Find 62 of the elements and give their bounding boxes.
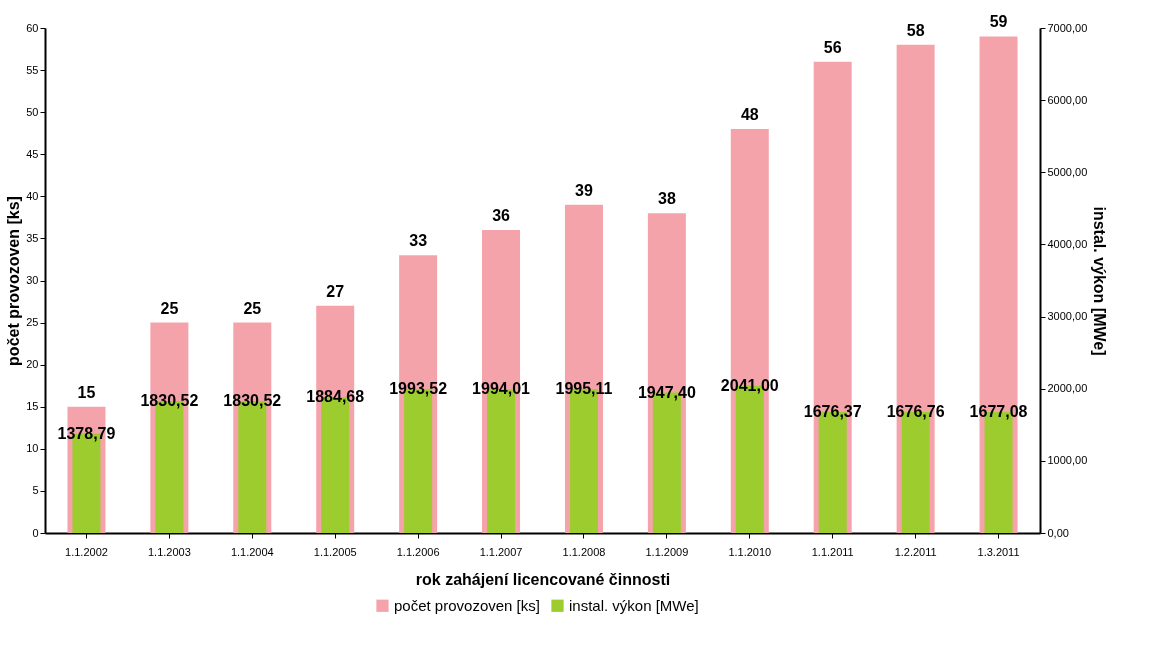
y-tick-label: 5 (32, 484, 39, 497)
data-label: 15 (77, 383, 96, 401)
data-label: 1884,68 (306, 388, 365, 406)
data-label: 1994,01 (472, 380, 531, 398)
data-label: 27 (326, 282, 345, 300)
data-label: 1947,40 (637, 383, 696, 401)
y2-tick-label: 6000,00 (1047, 93, 1088, 106)
x-tick-label: 1.1.2009 (645, 545, 689, 558)
y2-axis-title: instal. výkon [MWe] (1091, 206, 1109, 356)
x-tick-label: 1.3.2011 (977, 545, 1020, 558)
data-label: 58 (906, 21, 925, 39)
data-label: 1378,79 (57, 424, 116, 442)
data-label: 33 (409, 232, 428, 250)
data-label: 1995,11 (555, 380, 613, 398)
y-tick-label: 0 (32, 526, 39, 539)
y-tick-label: 35 (26, 231, 39, 244)
data-label: 48 (740, 106, 759, 123)
x-tick-label: 1.1.2003 (147, 545, 191, 558)
y-axis-title: počet provozoven [ks] (5, 196, 23, 366)
y-tick-label: 50 (26, 105, 39, 118)
data-label: 2041,00 (720, 376, 779, 394)
legend-label: instal. výkon [MWe] (569, 596, 699, 614)
x-tick-label: 1.1.2011 (811, 545, 854, 558)
y2-tick-label: 2000,00 (1047, 382, 1088, 395)
y2-tick-label: 5000,00 (1047, 165, 1088, 178)
y2-tick-label: 0,00 (1047, 526, 1069, 539)
y2-tick-label: 3000,00 (1047, 310, 1088, 323)
legend-label: počet provozoven [ks] (394, 596, 540, 614)
x-tick-label: 1.1.2008 (562, 545, 606, 558)
data-label: 25 (243, 299, 262, 317)
y2-tick-label: 4000,00 (1047, 237, 1088, 250)
y-tick-label: 55 (26, 63, 39, 76)
y2-tick-label: 1000,00 (1047, 454, 1088, 467)
x-axis-title: rok zahájení licencované činnosti (415, 570, 671, 588)
data-label: 38 (657, 190, 676, 208)
x-tick-label: 1.1.2006 (396, 545, 440, 558)
x-tick-label: 1.1.2005 (313, 545, 357, 558)
data-label: 1677,08 (969, 403, 1028, 421)
y2-tick-label: 7000,00 (1047, 21, 1088, 34)
data-label: 1676,76 (886, 403, 945, 421)
y-tick-label: 45 (26, 147, 39, 160)
y-tick-label: 20 (26, 358, 39, 371)
x-tick-label: 1.1.2007 (479, 545, 523, 558)
x-tick-label: 1.1.2004 (230, 545, 274, 558)
data-label: 39 (575, 181, 593, 199)
y-tick-label: 60 (26, 21, 39, 34)
data-label: 1676,37 (803, 403, 862, 421)
x-tick-label: 1.1.2010 (728, 545, 772, 558)
x-tick-label: 1.2.2011 (894, 545, 937, 558)
y-tick-label: 10 (26, 442, 39, 455)
y-tick-label: 15 (26, 400, 39, 413)
y-tick-label: 40 (26, 189, 39, 202)
x-tick-label: 1.1.2002 (65, 545, 108, 558)
data-label: 36 (492, 207, 511, 224)
y-tick-label: 30 (26, 274, 39, 286)
data-label: 25 (160, 299, 179, 317)
data-label: 59 (989, 13, 1008, 31)
data-label: 1830,52 (223, 391, 282, 409)
y-tick-label: 25 (26, 316, 39, 329)
data-label: 56 (823, 38, 842, 56)
data-label: 1993,52 (389, 380, 448, 398)
data-label: 1830,52 (140, 391, 199, 409)
